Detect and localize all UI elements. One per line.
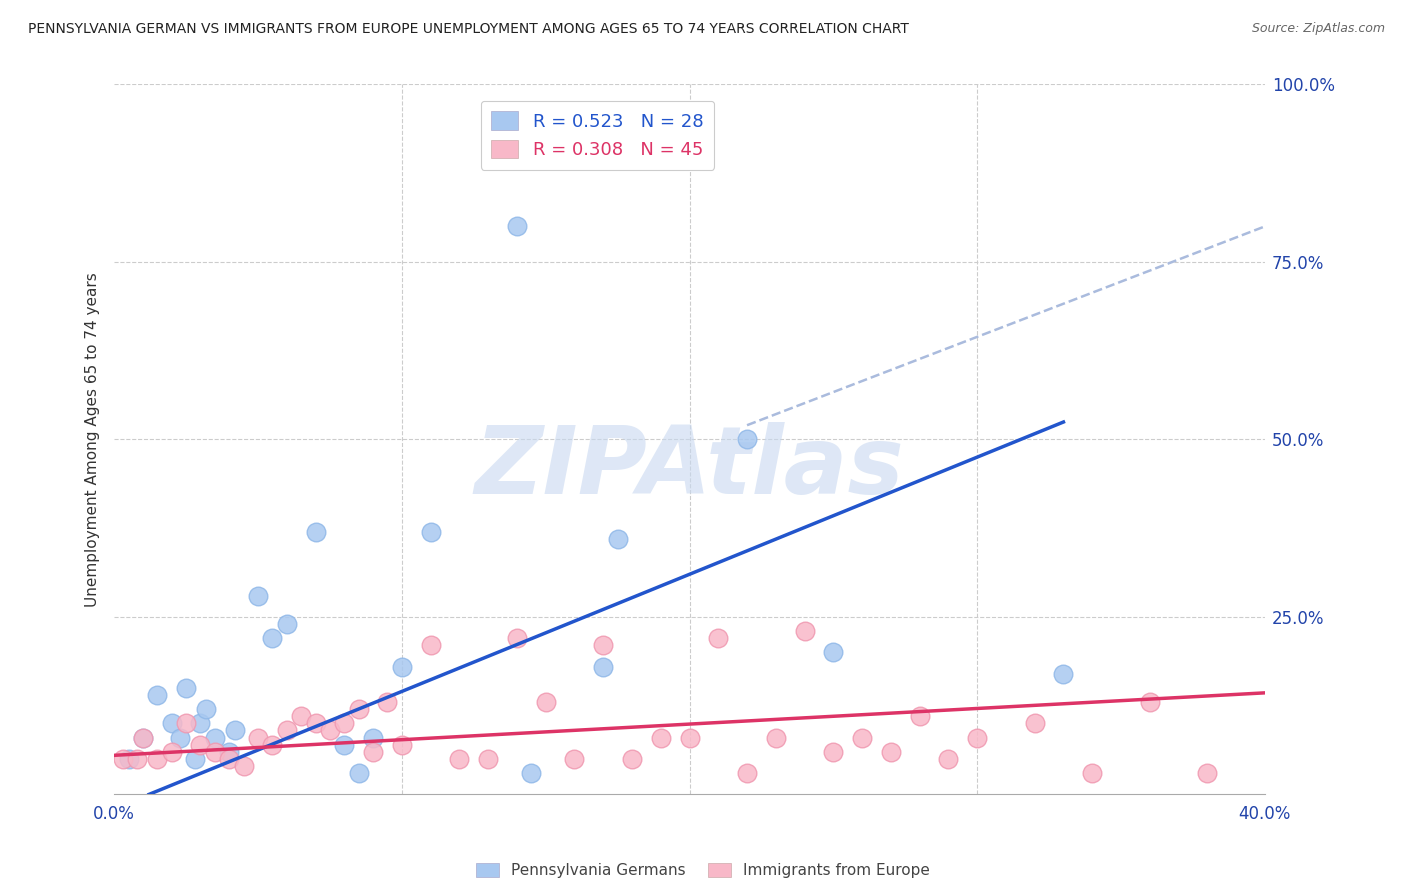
Point <box>419 524 441 539</box>
Point <box>218 752 240 766</box>
Point <box>1052 666 1074 681</box>
Point <box>195 702 218 716</box>
Point <box>304 524 326 539</box>
Point <box>111 752 134 766</box>
Point <box>735 766 758 780</box>
Point <box>650 731 672 745</box>
Point <box>391 738 413 752</box>
Point <box>276 617 298 632</box>
Point <box>319 723 342 738</box>
Point <box>707 631 730 645</box>
Point <box>290 709 312 723</box>
Point <box>146 688 169 702</box>
Point <box>765 731 787 745</box>
Legend: R = 0.523   N = 28, R = 0.308   N = 45: R = 0.523 N = 28, R = 0.308 N = 45 <box>481 101 714 170</box>
Point <box>190 738 212 752</box>
Y-axis label: Unemployment Among Ages 65 to 74 years: Unemployment Among Ages 65 to 74 years <box>86 272 100 607</box>
Point <box>678 731 700 745</box>
Point <box>966 731 988 745</box>
Text: PENNSYLVANIA GERMAN VS IMMIGRANTS FROM EUROPE UNEMPLOYMENT AMONG AGES 65 TO 74 Y: PENNSYLVANIA GERMAN VS IMMIGRANTS FROM E… <box>28 22 910 37</box>
Point <box>592 638 614 652</box>
Point <box>132 731 155 745</box>
Point <box>132 731 155 745</box>
Point <box>146 752 169 766</box>
Point <box>347 766 370 780</box>
Point <box>1081 766 1104 780</box>
Point <box>117 752 139 766</box>
Point <box>232 759 254 773</box>
Point <box>823 745 845 759</box>
Point <box>361 731 384 745</box>
Point <box>204 731 226 745</box>
Point <box>174 716 197 731</box>
Point <box>377 695 399 709</box>
Point <box>793 624 815 638</box>
Text: Source: ZipAtlas.com: Source: ZipAtlas.com <box>1251 22 1385 36</box>
Point <box>506 219 529 234</box>
Point <box>224 723 246 738</box>
Point <box>204 745 226 759</box>
Point <box>218 745 240 759</box>
Point <box>880 745 903 759</box>
Point <box>938 752 960 766</box>
Point <box>347 702 370 716</box>
Point <box>262 738 284 752</box>
Point <box>160 745 183 759</box>
Point <box>361 745 384 759</box>
Point <box>735 433 758 447</box>
Point <box>851 731 873 745</box>
Point <box>419 638 441 652</box>
Point <box>262 631 284 645</box>
Point <box>391 659 413 673</box>
Text: ZIPAtlas: ZIPAtlas <box>475 422 904 514</box>
Point <box>908 709 931 723</box>
Point <box>520 766 543 780</box>
Point <box>606 532 628 546</box>
Point <box>184 752 207 766</box>
Point <box>169 731 191 745</box>
Point <box>620 752 643 766</box>
Point <box>564 752 586 766</box>
Point <box>1197 766 1219 780</box>
Point <box>160 716 183 731</box>
Point <box>247 731 270 745</box>
Point <box>449 752 471 766</box>
Point <box>333 738 356 752</box>
Point <box>174 681 197 695</box>
Point <box>477 752 499 766</box>
Point <box>1139 695 1161 709</box>
Point <box>276 723 298 738</box>
Point <box>534 695 557 709</box>
Point <box>592 659 614 673</box>
Point <box>127 752 149 766</box>
Point <box>333 716 356 731</box>
Point <box>304 716 326 731</box>
Point <box>247 589 270 603</box>
Legend: Pennsylvania Germans, Immigrants from Europe: Pennsylvania Germans, Immigrants from Eu… <box>470 857 936 884</box>
Point <box>190 716 212 731</box>
Point <box>823 645 845 659</box>
Point <box>1024 716 1046 731</box>
Point <box>506 631 529 645</box>
